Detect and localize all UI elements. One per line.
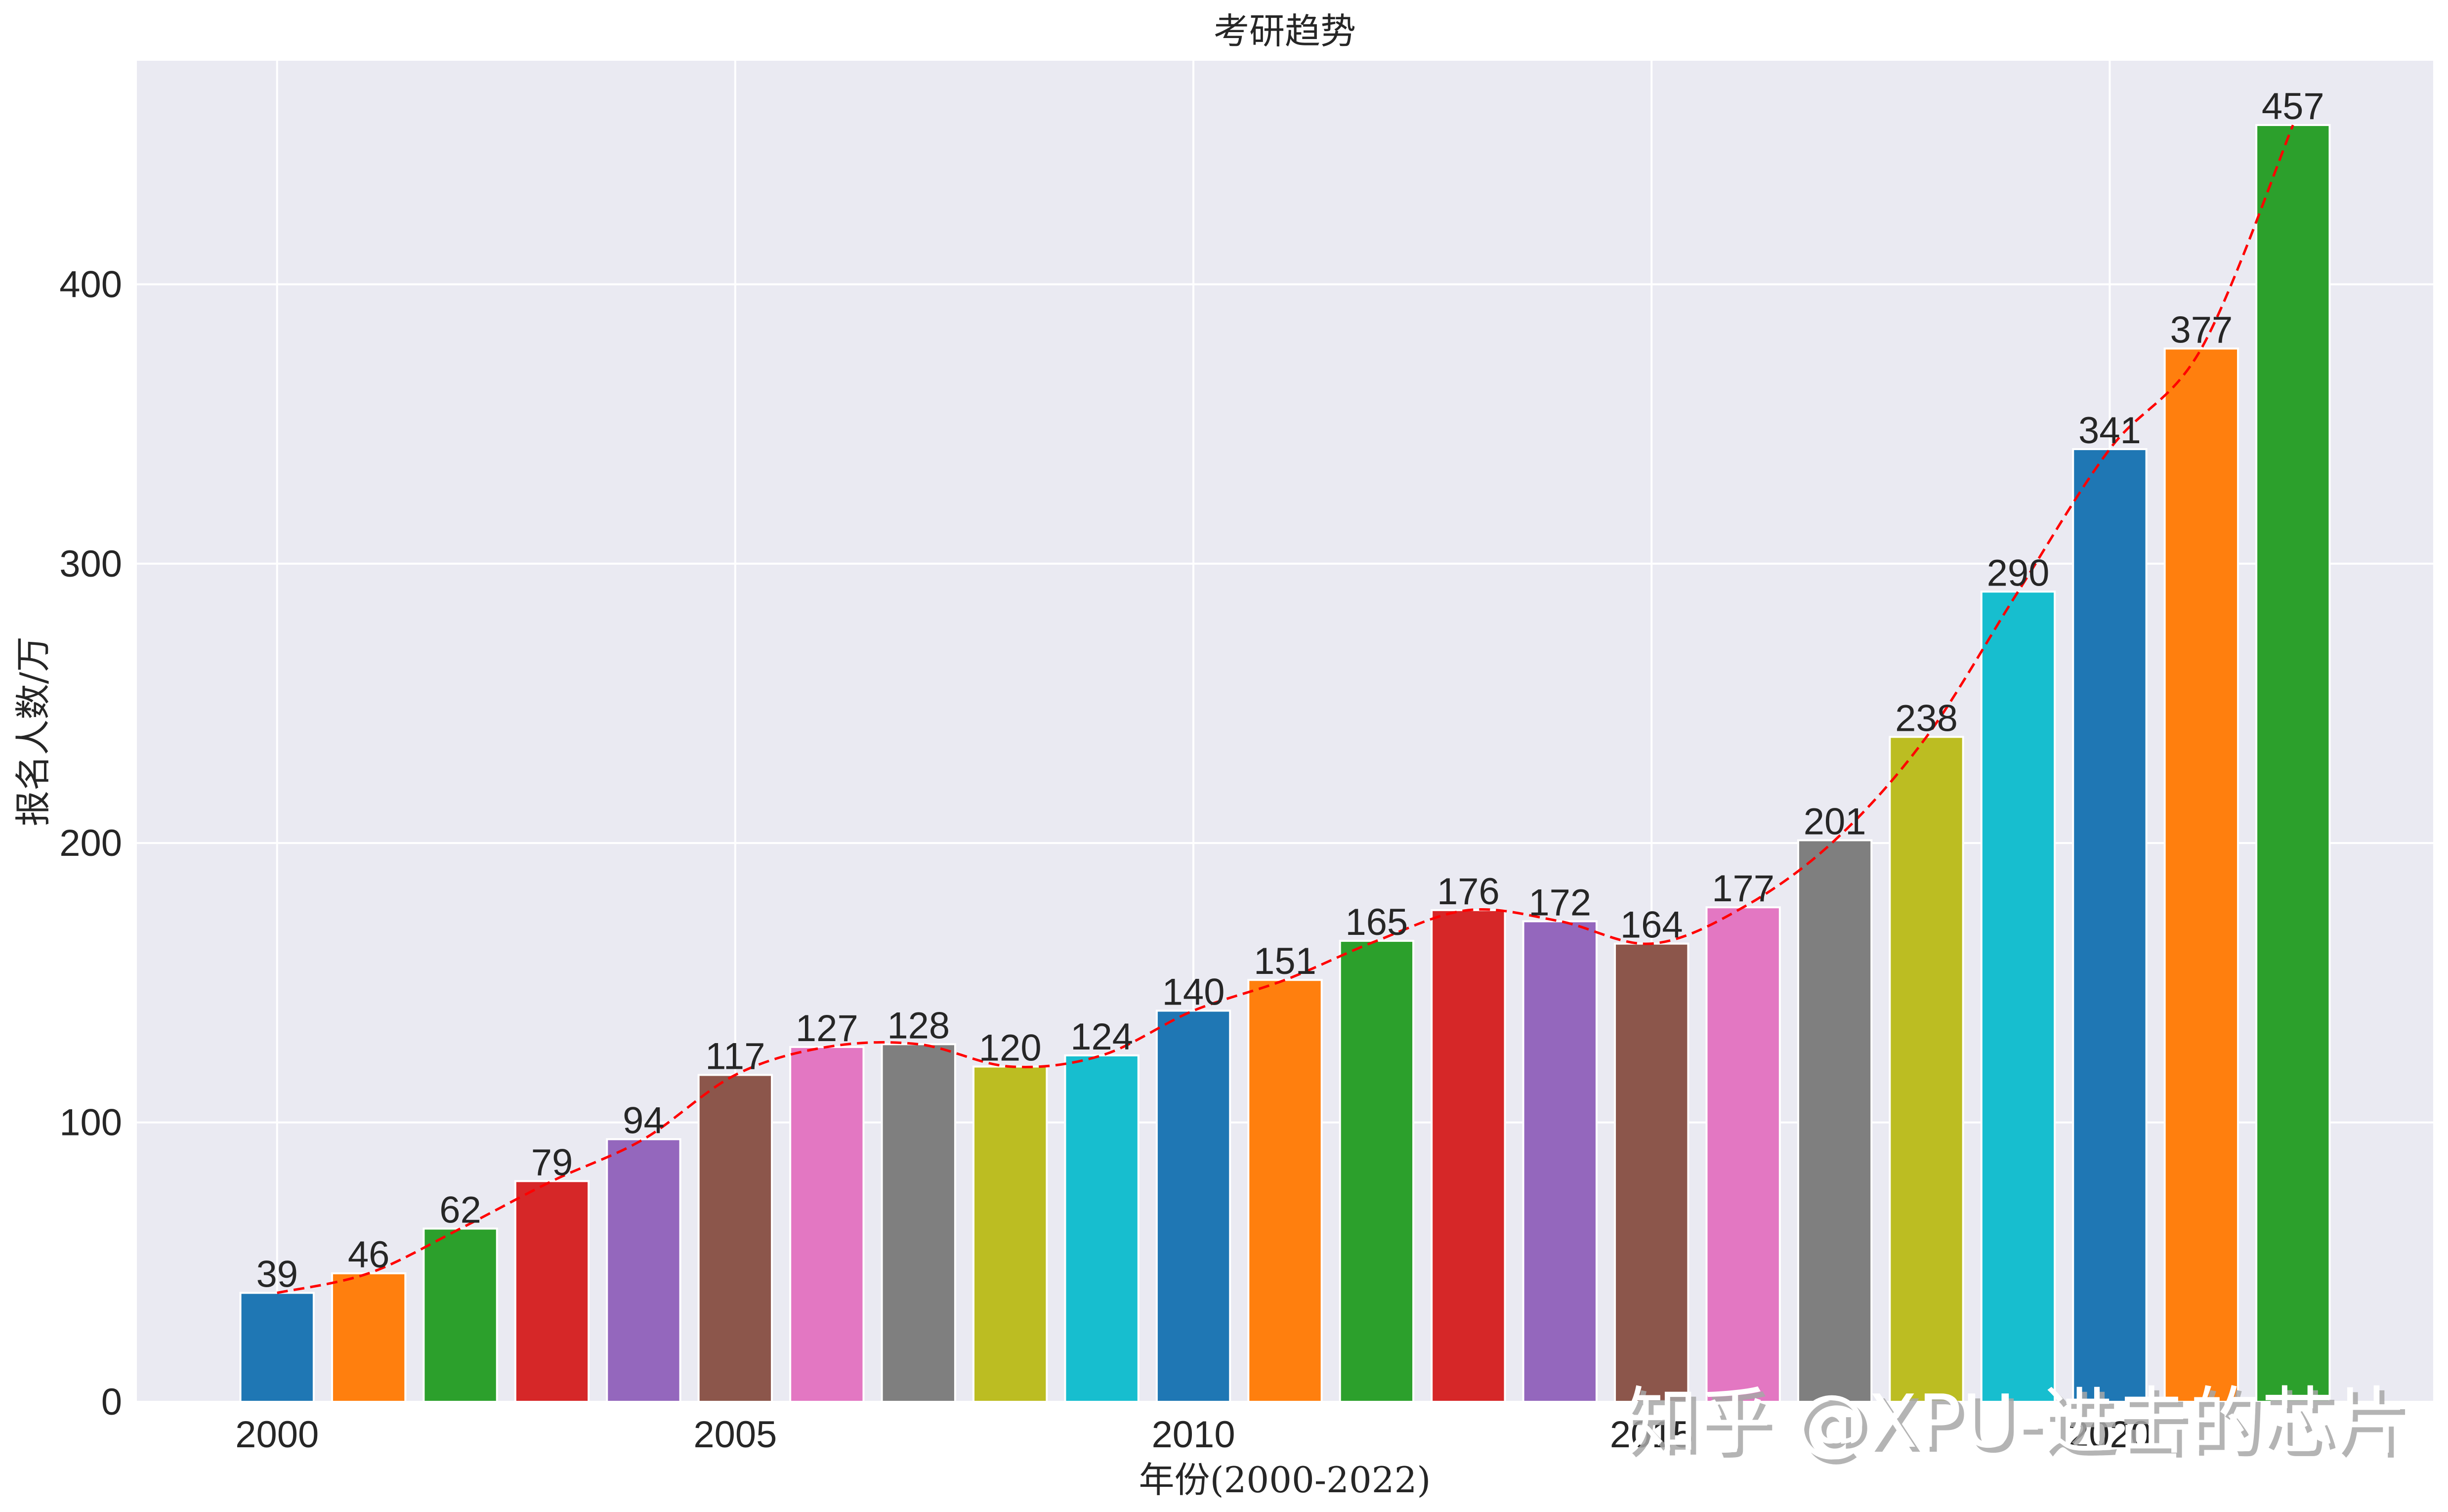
x-tick-label: 2015 xyxy=(1610,1414,1693,1456)
y-axis-label: 报名人数/万 xyxy=(12,636,54,826)
y-axis-ticks: 0 100 200 300 400 xyxy=(59,263,122,1423)
value-label: 238 xyxy=(1895,697,1958,739)
bar xyxy=(789,1046,865,1403)
bar xyxy=(606,1138,681,1403)
x-tick-label: 2005 xyxy=(693,1414,777,1456)
watermark-shadow: 知乎 @XPU-进击的芯片 xyxy=(1630,1384,2412,1469)
bar xyxy=(972,1065,1048,1403)
bar xyxy=(1339,940,1415,1403)
bar xyxy=(1889,736,1964,1403)
x-axis-ticks: 2000 2005 2010 2015 2020 xyxy=(235,1414,2152,1456)
x-axis-label: 年份(2000-2022) xyxy=(1139,1459,1431,1501)
bar xyxy=(2163,347,2239,1403)
value-label: 457 xyxy=(2262,85,2324,127)
bar xyxy=(1064,1054,1140,1403)
bar xyxy=(1980,590,2056,1403)
x-tick-label: 2020 xyxy=(2068,1414,2152,1456)
bar xyxy=(1522,920,1598,1403)
bar xyxy=(1247,979,1323,1403)
watermark: 知乎 @XPU-进击的芯片 知乎 @XPU-进击的芯片 xyxy=(1625,1379,2412,1469)
value-label: 127 xyxy=(796,1008,858,1050)
bar xyxy=(422,1227,498,1403)
bar xyxy=(1705,906,1781,1403)
value-label: 177 xyxy=(1712,868,1774,910)
y-tick-label: 400 xyxy=(59,263,122,305)
bar xyxy=(514,1180,590,1403)
bar xyxy=(2072,448,2148,1403)
value-label: 151 xyxy=(1254,940,1316,982)
value-label: 128 xyxy=(887,1005,950,1047)
bar xyxy=(1155,1009,1231,1403)
value-label: 79 xyxy=(531,1141,573,1183)
value-label: 140 xyxy=(1162,971,1225,1013)
y-tick-label: 0 xyxy=(101,1381,122,1423)
value-label: 124 xyxy=(1070,1016,1133,1058)
value-label: 94 xyxy=(623,1100,665,1142)
bar xyxy=(1431,909,1506,1403)
value-label: 201 xyxy=(1804,801,1866,843)
value-label: 172 xyxy=(1528,882,1591,924)
value-label: 290 xyxy=(1987,552,2050,594)
value-label: 176 xyxy=(1437,871,1500,913)
value-label: 165 xyxy=(1346,901,1408,943)
y-tick-label: 200 xyxy=(59,822,122,864)
bar xyxy=(881,1043,956,1403)
bar xyxy=(1614,942,1689,1403)
x-tick-label: 2000 xyxy=(235,1414,319,1456)
watermark-text: 知乎 @XPU-进击的芯片 xyxy=(1625,1379,2407,1464)
bar xyxy=(697,1074,773,1403)
bar xyxy=(2255,124,2331,1403)
y-tick-label: 100 xyxy=(59,1102,122,1144)
bar xyxy=(239,1292,315,1403)
value-label: 46 xyxy=(348,1234,390,1276)
value-label: 164 xyxy=(1620,904,1683,946)
value-label: 62 xyxy=(439,1189,481,1231)
value-label: 341 xyxy=(2078,410,2141,452)
bar xyxy=(331,1272,407,1403)
bars xyxy=(239,124,2331,1403)
value-label: 120 xyxy=(979,1027,1042,1069)
value-label: 117 xyxy=(705,1035,765,1077)
value-label: 377 xyxy=(2170,309,2233,351)
y-tick-label: 300 xyxy=(59,543,122,585)
bar xyxy=(1797,839,1873,1403)
x-tick-label: 2010 xyxy=(1152,1414,1235,1456)
trend-line xyxy=(277,125,2294,1294)
value-labels: 39 46 62 79 94 117 127 128 120 124 140 151 165 176 172… xyxy=(256,85,2324,1295)
chart-title: 考研趋势 xyxy=(1214,10,1356,52)
value-label: 39 xyxy=(256,1253,298,1295)
